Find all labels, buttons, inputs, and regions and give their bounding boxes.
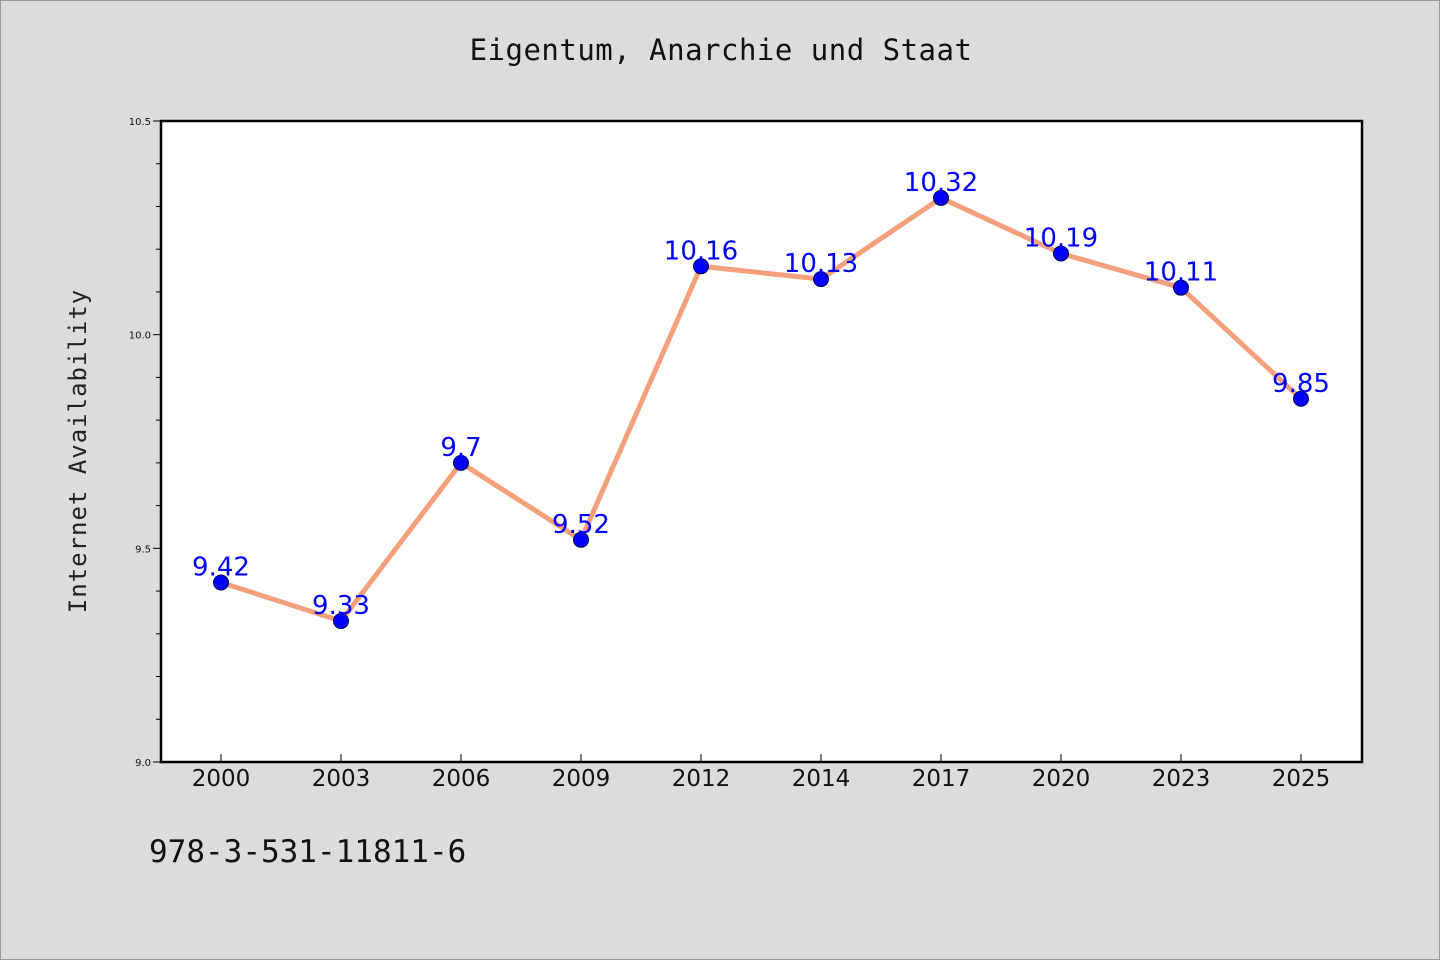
x-axis: 2000 2003 2006 2009 2012 2014 2017 2020 2023 2025 — [192, 754, 1331, 792]
y-axis-title: Internet Availability — [64, 289, 92, 613]
data-point-marker — [1293, 390, 1309, 407]
x-tick-label: 2023 — [1152, 766, 1211, 792]
x-tick-label: 2017 — [912, 766, 971, 792]
isbn-text: 978-3-531-11811-6 — [149, 834, 467, 870]
data-label: 10.32 — [904, 168, 978, 198]
data-label: 10.16 — [664, 236, 738, 266]
data-point-marker — [573, 531, 589, 548]
data-label: 10.19 — [1024, 223, 1098, 253]
data-point-marker — [693, 258, 709, 275]
data-label: 9.42 — [192, 553, 250, 583]
data-point-marker — [933, 189, 949, 206]
data-point-marker — [333, 612, 349, 629]
x-tick-label: 2009 — [552, 766, 611, 792]
series-line — [218, 195, 1304, 624]
data-label: 10.11 — [1144, 258, 1218, 288]
x-tick-label: 2000 — [192, 766, 251, 792]
data-point-marker — [1053, 245, 1069, 262]
y-tick-label: 9.5 — [135, 544, 151, 555]
x-tick-label: 2014 — [792, 766, 851, 792]
data-point-marker — [213, 574, 229, 591]
data-label: 9.7 — [440, 433, 481, 463]
data-label: 9.85 — [1272, 369, 1330, 399]
x-tick-label: 2006 — [432, 766, 491, 792]
series-layer: 9.42 9.33 9.7 9.52 10.16 10.13 10.32 10.19 10.11… — [192, 168, 1330, 629]
data-label: 9.52 — [552, 510, 610, 540]
data-label: 9.33 — [312, 591, 370, 621]
data-point-marker — [813, 271, 829, 288]
x-tick-label: 2025 — [1272, 766, 1331, 792]
x-tick-label: 2012 — [672, 766, 731, 792]
chart-title: Eigentum, Anarchie und Staat — [469, 33, 973, 67]
x-tick-label: 2003 — [312, 766, 371, 792]
data-label: 10.13 — [784, 249, 858, 279]
y-tick-label: 10.5 — [129, 117, 151, 128]
data-point-marker — [1173, 279, 1189, 296]
y-axis: 9.0 9.5 10.0 10.5 — [129, 117, 161, 769]
x-tick-label: 2020 — [1032, 766, 1091, 792]
y-tick-label: 9.0 — [135, 758, 151, 769]
plot-area — [159, 119, 1364, 764]
data-point-marker — [453, 454, 469, 471]
y-tick-label: 10.0 — [129, 331, 151, 342]
